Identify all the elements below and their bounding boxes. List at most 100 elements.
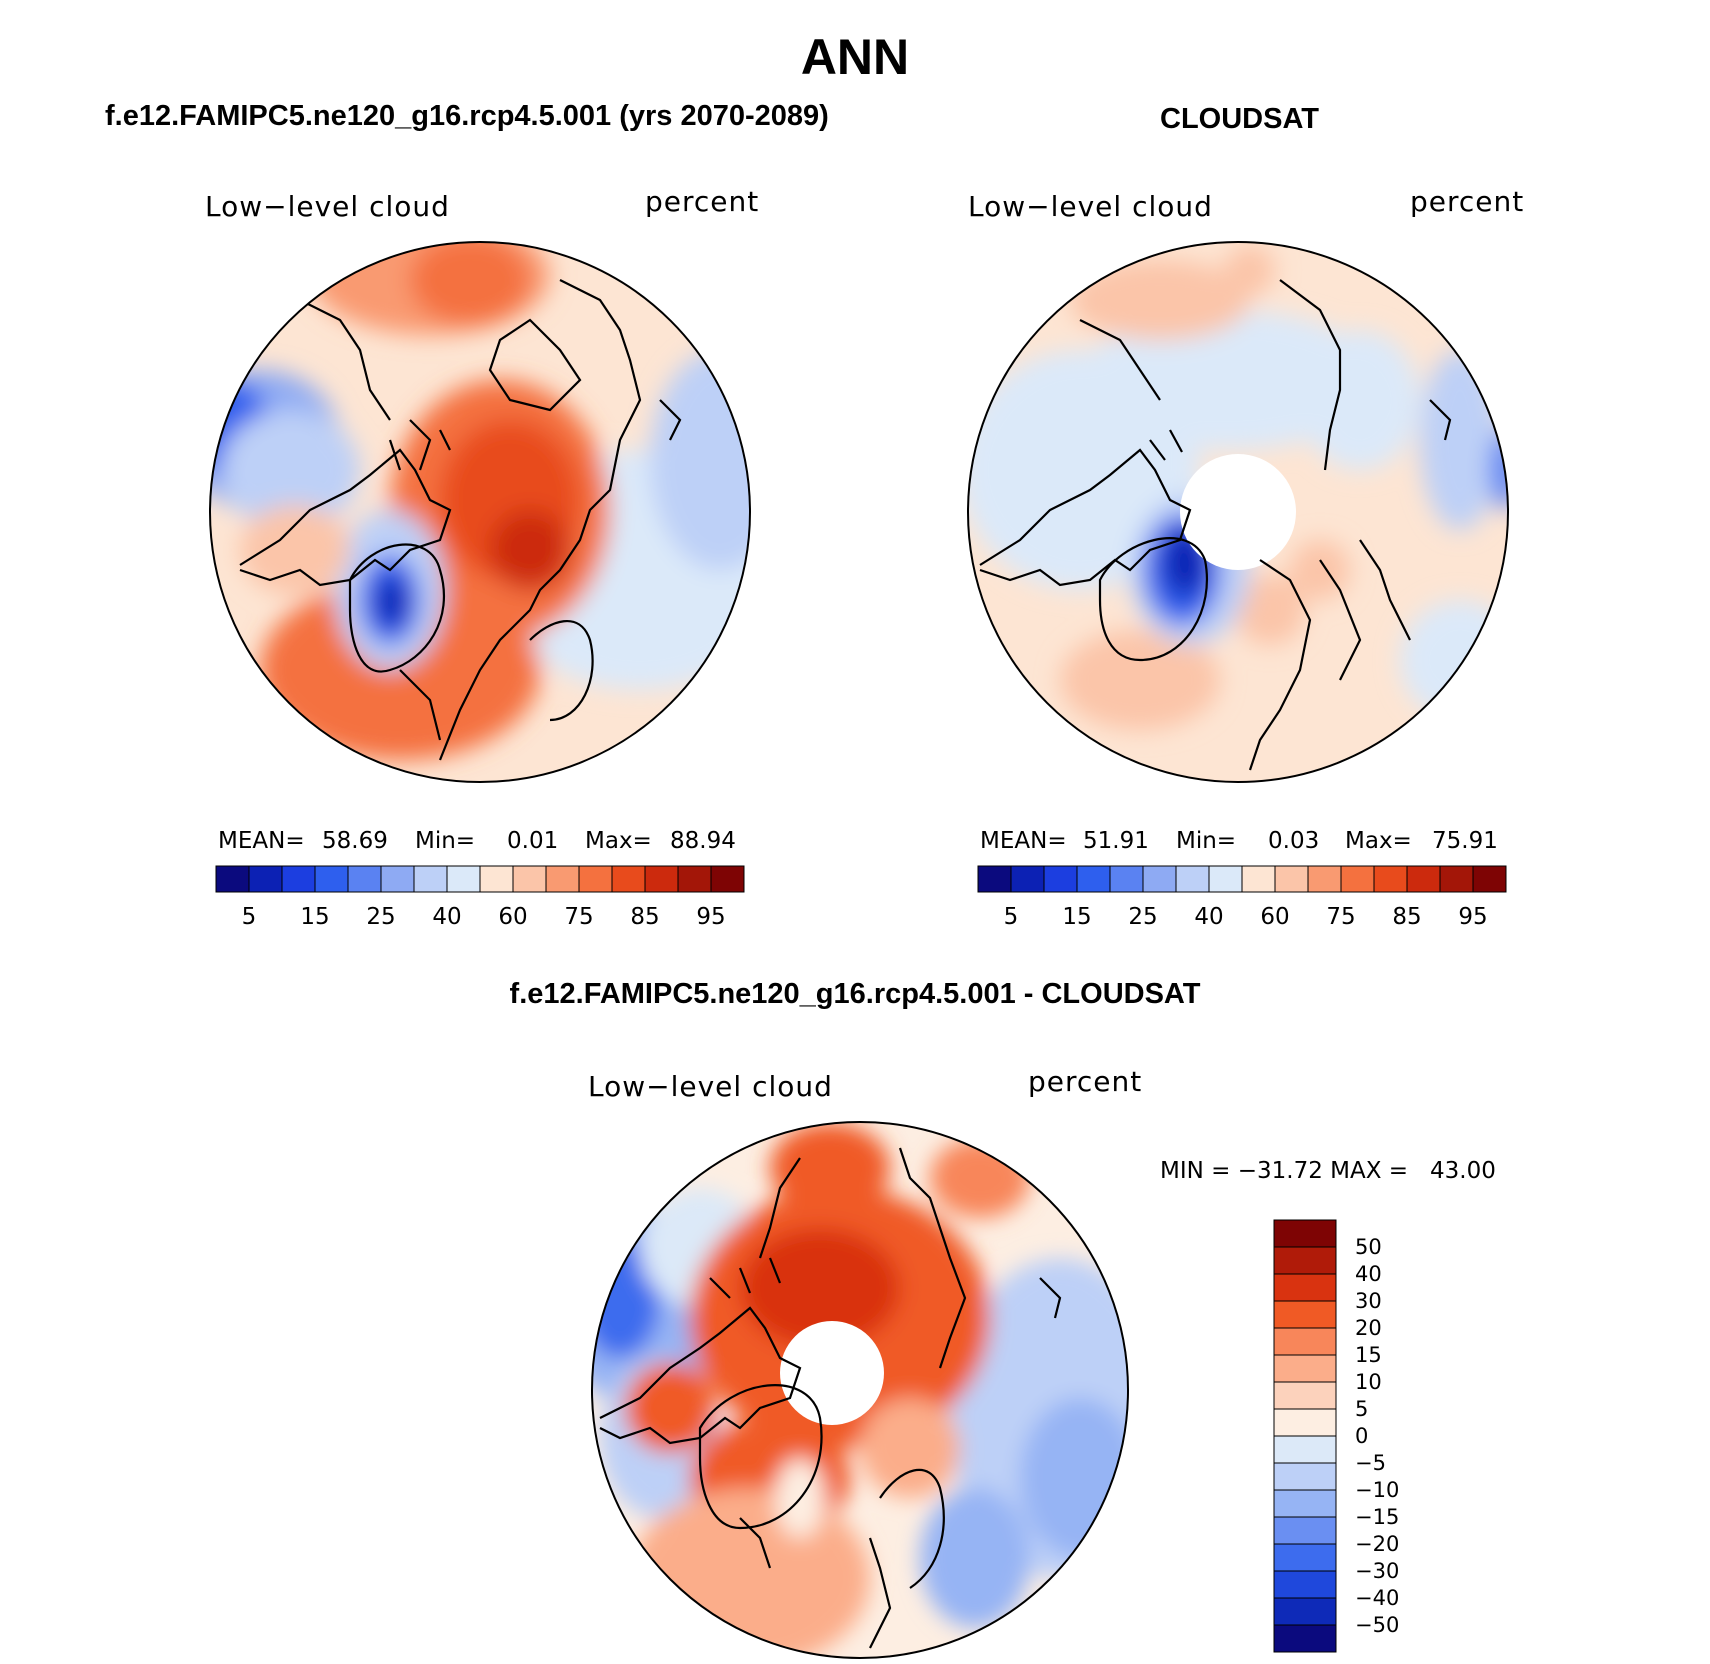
left-mean-label: MEAN= (218, 828, 305, 854)
right-colorbar-boxes (977, 865, 1507, 893)
bottom-tick-3: 20 (1355, 1316, 1382, 1340)
left-colorbar-boxes (215, 865, 745, 893)
left-tick-5: 75 (564, 904, 593, 930)
right-colorbar-box (1241, 865, 1276, 893)
right-map-field (968, 242, 1508, 782)
bottom-colorbar-box (1273, 1516, 1337, 1545)
right-colorbar-ticks: 5 15 25 40 60 75 85 95 (1004, 904, 1488, 930)
left-map-boundary (209, 241, 751, 783)
bottom-colorbar-box (1273, 1489, 1337, 1518)
left-max-label: Max= (585, 828, 652, 854)
bottom-tick-14: −50 (1355, 1613, 1399, 1637)
left-variable-label: Low−level cloud (205, 190, 450, 223)
bottom-colorbar-box (1273, 1381, 1337, 1410)
bottom-colorbar-box (1273, 1300, 1337, 1329)
left-colorbar-box (347, 865, 382, 893)
left-colorbar-box (644, 865, 679, 893)
left-colorbar: 5 15 25 40 60 75 85 95 (215, 865, 745, 930)
bottom-tick-0: 50 (1355, 1235, 1382, 1259)
bottom-tick-6: 5 (1355, 1397, 1368, 1421)
bottom-colorbar-box (1273, 1354, 1337, 1383)
bottom-tick-9: −10 (1355, 1478, 1399, 1502)
bottom-colorbar-box (1273, 1435, 1337, 1464)
left-colorbar-box (215, 865, 250, 893)
left-polar-map (209, 241, 751, 783)
bottom-colorbar-box (1273, 1462, 1337, 1491)
bottom-colorbar-box (1273, 1273, 1337, 1302)
right-tick-7: 95 (1458, 904, 1487, 930)
bottom-tick-10: −15 (1355, 1505, 1399, 1529)
bottom-panel-title: f.e12.FAMIPC5.ne120_g16.rcp4.5.001 - CLO… (509, 978, 1201, 1010)
bottom-colorbar-box (1273, 1327, 1337, 1356)
right-colorbar-box (1406, 865, 1441, 893)
left-colorbar-box (578, 865, 613, 893)
right-tick-6: 85 (1392, 904, 1421, 930)
bottom-colorbar: 50 40 30 20 15 10 5 0 −5 −10 −15 −20 −30… (1273, 1219, 1399, 1653)
right-tick-4: 60 (1260, 904, 1289, 930)
right-tick-3: 40 (1194, 904, 1223, 930)
bottom-colorbar-ticks: 50 40 30 20 15 10 5 0 −5 −10 −15 −20 −30… (1355, 1235, 1399, 1637)
right-colorbar-box (1142, 865, 1177, 893)
right-min-label: Min= (1176, 828, 1237, 854)
bottom-colorbar-box (1273, 1570, 1337, 1599)
left-colorbar-box (512, 865, 547, 893)
bottom-colorbar-boxes (1273, 1219, 1337, 1653)
right-colorbar-box (1340, 865, 1375, 893)
left-tick-4: 60 (498, 904, 527, 930)
bottom-colorbar-box (1273, 1219, 1337, 1248)
bottom-tick-11: −20 (1355, 1532, 1399, 1556)
bottom-colorbar-box (1273, 1597, 1337, 1626)
bottom-tick-8: −5 (1355, 1451, 1386, 1475)
bottom-colorbar-box (1273, 1624, 1337, 1653)
left-colorbar-box (380, 865, 415, 893)
bottom-polar-hole (780, 1321, 884, 1425)
right-colorbar: 5 15 25 40 60 75 85 95 (977, 865, 1507, 930)
right-colorbar-box (1373, 865, 1408, 893)
bottom-map-boundary (591, 1121, 1129, 1659)
bottom-minmax: MIN = −31.72 MAX = 43.00 (1160, 1158, 1496, 1184)
right-colorbar-box (977, 865, 1012, 893)
left-tick-0: 5 (242, 904, 257, 930)
right-units-label: percent (1410, 185, 1525, 218)
right-polar-map (967, 241, 1509, 783)
right-colorbar-box (1175, 865, 1210, 893)
left-panel-title: f.e12.FAMIPC5.ne120_g16.rcp4.5.001 (yrs … (105, 100, 829, 132)
left-colorbar-box (446, 865, 481, 893)
bottom-tick-12: −30 (1355, 1559, 1399, 1583)
left-colorbar-box (281, 865, 316, 893)
left-map-field (210, 242, 750, 782)
right-tick-1: 15 (1062, 904, 1091, 930)
left-tick-6: 85 (630, 904, 659, 930)
bottom-units-label: percent (1028, 1065, 1143, 1098)
right-colorbar-box (1208, 865, 1243, 893)
left-colorbar-box (413, 865, 448, 893)
right-colorbar-box (1274, 865, 1309, 893)
bottom-tick-2: 30 (1355, 1289, 1382, 1313)
right-coastlines (979, 279, 1452, 771)
left-colorbar-box (314, 865, 349, 893)
bottom-polar-map (591, 1121, 1129, 1659)
left-colorbar-box (611, 865, 646, 893)
right-colorbar-box (1472, 865, 1507, 893)
right-panel-title: CLOUDSAT (1160, 103, 1319, 135)
left-tick-7: 95 (696, 904, 725, 930)
bottom-tick-1: 40 (1355, 1262, 1382, 1286)
left-colorbar-box (710, 865, 745, 893)
right-max-value: 75.91 (1432, 828, 1498, 854)
right-colorbar-box (1076, 865, 1111, 893)
right-colorbar-box (1109, 865, 1144, 893)
figure-title: ANN (800, 29, 910, 85)
left-tick-1: 15 (300, 904, 329, 930)
bottom-map-field (592, 1122, 1128, 1658)
left-colorbar-box (479, 865, 514, 893)
bottom-colorbar-box (1273, 1543, 1337, 1572)
right-mean-value: 51.91 (1083, 828, 1149, 854)
left-coastlines (239, 279, 682, 761)
right-colorbar-box (1010, 865, 1045, 893)
bottom-variable-label: Low−level cloud (588, 1070, 833, 1103)
bottom-colorbar-box (1273, 1408, 1337, 1437)
left-tick-2: 25 (366, 904, 395, 930)
right-polar-hole (1180, 454, 1296, 570)
left-colorbar-ticks: 5 15 25 40 60 75 85 95 (242, 904, 726, 930)
right-map-boundary (967, 241, 1509, 783)
